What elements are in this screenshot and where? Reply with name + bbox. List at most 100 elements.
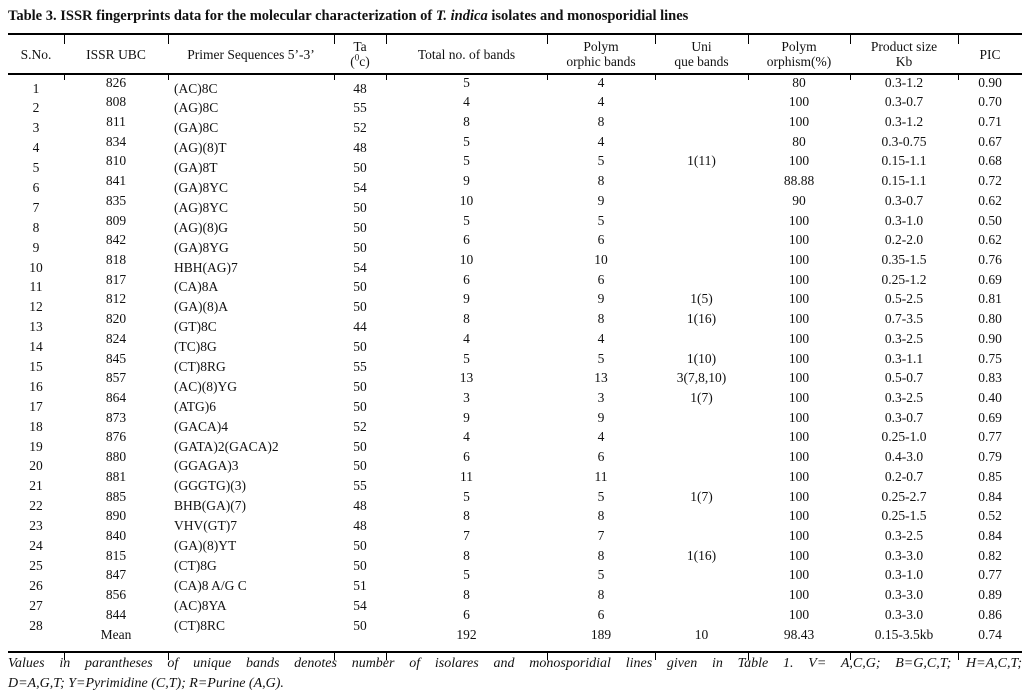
header-label: Polym — [781, 39, 817, 54]
cell-polymorphic: 4 — [597, 133, 605, 149]
cell-product: 0.15-1.1 — [881, 153, 927, 169]
cell-ta: 55 — [353, 100, 367, 116]
column-divider-tick — [547, 75, 548, 80]
cell-primer: HBH(AG)7 — [174, 259, 238, 275]
header-label: orphism(%) — [766, 54, 832, 69]
cell-pic: 0.82 — [978, 547, 1002, 563]
cell-total: 8 — [463, 311, 470, 327]
cell-unique — [655, 329, 748, 349]
cell-polymorphism: 100 — [788, 291, 810, 307]
cell-primer: (CT)8G — [174, 557, 217, 573]
cell-total: 5 — [463, 488, 470, 504]
cell-polymorphic: 6 — [597, 449, 605, 465]
cell-polymorphism: 100 — [788, 232, 810, 248]
cell-sno: 16 — [29, 378, 43, 394]
cell-pic: 0.85 — [978, 468, 1002, 484]
cell-primer: (GACA)4 — [174, 418, 228, 434]
cell-polymorphism: 90 — [792, 192, 806, 208]
header-ta-unit: c) — [359, 54, 370, 69]
header-label: Ta — [353, 39, 367, 54]
cell-unique — [655, 506, 748, 526]
column-divider-tick — [168, 75, 169, 80]
cell-sno: 25 — [29, 557, 43, 573]
cell-primer: (GA)8T — [174, 160, 218, 176]
cell-product: 0.7-3.5 — [884, 311, 924, 327]
cell-primer: (AC)8YA — [174, 597, 227, 613]
cell-total: 3 — [463, 390, 470, 405]
header-sno: S.No. — [8, 35, 64, 73]
cell-sno: 9 — [32, 239, 40, 255]
column-divider-tick — [547, 653, 548, 660]
cell-ta: 54 — [353, 179, 367, 195]
cell-sno: 1 — [32, 80, 40, 96]
cell-polymorphic: 4 — [597, 429, 605, 445]
header-label: Total no. of bands — [417, 46, 516, 62]
cell-ta: 54 — [353, 259, 367, 275]
cell-total: 13 — [459, 370, 474, 386]
table-rule-header-bottom — [8, 73, 1022, 75]
cell-pic: 0.90 — [978, 330, 1002, 346]
cell-unique — [655, 211, 748, 231]
header-ta-units: (0c) — [334, 53, 386, 69]
cell-total: 6 — [463, 449, 470, 465]
cell-product: 0.5-0.7 — [884, 370, 924, 386]
cell-ta: 50 — [353, 378, 367, 394]
column-divider-tick — [64, 35, 65, 44]
column-polymorphic-bands: 4 4 8 4 5 8 9 5 6 10 6 9 8 4 5 13 3 9 4 6 11 5 8 7 8 5 8 6 189 — [547, 73, 655, 645]
cell-unique — [655, 427, 748, 447]
cell-ta: 44 — [353, 319, 367, 335]
cell-product: 0.3-0.75 — [881, 133, 927, 149]
cell-polymorphic: 8 — [597, 113, 605, 129]
cell-product: 0.3-3.0 — [884, 547, 924, 563]
cell-ta: 50 — [353, 617, 367, 633]
cell-pic: 0.52 — [978, 508, 1002, 524]
cell-polymorphism: 100 — [788, 528, 810, 544]
cell-polymorphic: 9 — [597, 192, 605, 208]
cell-sno: 17 — [29, 398, 43, 414]
column-divider-tick — [748, 75, 749, 80]
cell-total: 4 — [463, 429, 470, 445]
cell-product: 0.3-1.2 — [884, 74, 924, 90]
cell-polymorphism: 100 — [788, 153, 810, 169]
cell-ubc: 815 — [105, 547, 127, 563]
cell-total: 9 — [463, 409, 470, 425]
cell-ubc: 840 — [105, 528, 127, 544]
cell-ubc: 857 — [105, 370, 127, 386]
cell-total: 5 — [463, 74, 470, 90]
header-label: Primer Sequences 5’-3’ — [187, 46, 315, 62]
cell-ta: 50 — [353, 557, 367, 573]
header-total-bands: Total no. of bands — [386, 35, 547, 73]
cell-unique: 1(7) — [690, 390, 713, 405]
cell-pic: 0.84 — [978, 528, 1002, 544]
cell-ubc: 845 — [105, 350, 127, 366]
cell-ubc: 864 — [105, 390, 127, 405]
column-divider-tick — [168, 653, 169, 660]
cell-ubc: 881 — [105, 468, 127, 484]
header-issr-ubc: ISSR UBC — [64, 35, 168, 73]
footnote-line-1: Values in parantheses of unique bands de… — [8, 656, 1022, 671]
cell-polymorphic: 189 — [590, 626, 612, 642]
column-polymorphism-pct: 80 100 100 80 100 88.88 90 100 100 100 100 100 100 10… — [748, 73, 850, 645]
cell-ta: 50 — [353, 398, 367, 414]
cell-polymorphism: 100 — [788, 488, 810, 504]
cell-ta: 52 — [353, 120, 367, 136]
cell-primer: (GA)8C — [174, 120, 219, 136]
cell-unique — [655, 171, 748, 191]
cell-sno: 18 — [29, 418, 43, 434]
column-divider-tick — [958, 75, 959, 80]
cell-product: 0.15-3.5kb — [874, 626, 934, 642]
cell-pic: 0.80 — [978, 311, 1002, 327]
cell-primer: (TC)8G — [174, 339, 217, 355]
cell-sno: 28 — [29, 617, 43, 633]
cell-polymorphism: 98.43 — [783, 626, 815, 642]
cell-ta: 50 — [353, 239, 367, 255]
cell-polymorphic: 6 — [597, 271, 605, 287]
column-divider-tick — [386, 75, 387, 80]
header-ta-paren: ( — [350, 54, 355, 69]
cell-primer: (GT)8C — [174, 319, 217, 335]
cell-ubc: 809 — [105, 212, 127, 228]
cell-product: 0.3-3.0 — [884, 587, 924, 603]
cell-polymorphic: 4 — [597, 74, 605, 90]
cell-sno: 22 — [29, 498, 43, 514]
cell-product: 0.3-0.7 — [884, 94, 924, 110]
